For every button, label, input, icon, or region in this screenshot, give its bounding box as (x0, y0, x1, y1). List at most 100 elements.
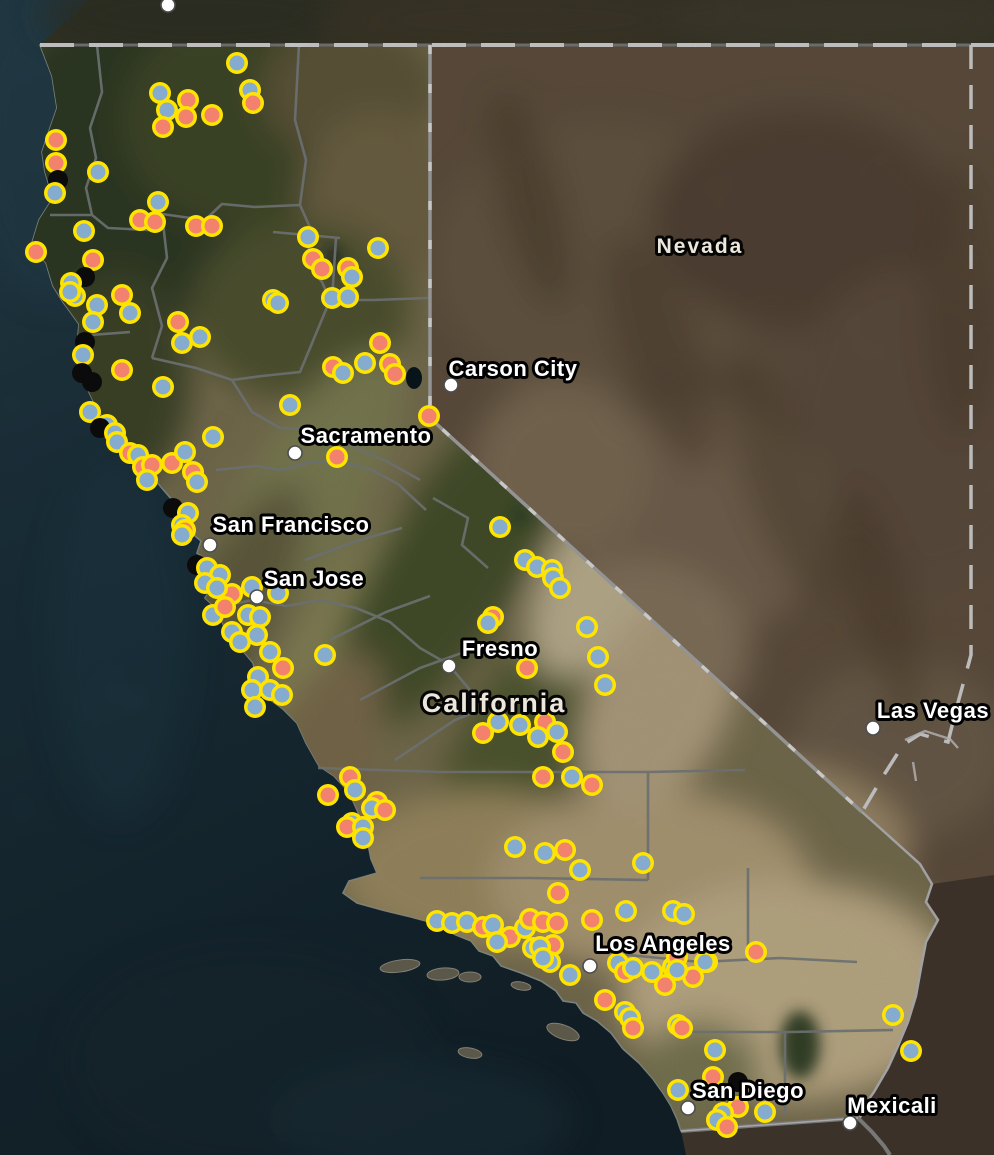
map-marker-blue[interactable] (271, 684, 293, 706)
map-marker-blue[interactable] (666, 959, 688, 981)
map-marker-blue[interactable] (882, 1004, 904, 1026)
map-marker-blue[interactable] (79, 401, 101, 423)
map-marker-blue[interactable] (186, 471, 208, 493)
map-marker-salmon[interactable] (144, 211, 166, 233)
map-marker-salmon[interactable] (25, 241, 47, 263)
map-marker-salmon[interactable] (547, 882, 569, 904)
map-marker-blue[interactable] (673, 903, 695, 925)
map-marker-blue[interactable] (241, 679, 263, 701)
map-marker-blue[interactable] (534, 842, 556, 864)
map-marker-blue[interactable] (344, 779, 366, 801)
map-marker-blue[interactable] (206, 577, 228, 599)
map-marker-blue[interactable] (314, 644, 336, 666)
map-marker-salmon[interactable] (554, 839, 576, 861)
map-marker-blue[interactable] (549, 577, 571, 599)
map-marker-salmon[interactable] (418, 405, 440, 427)
map-marker-salmon[interactable] (175, 106, 197, 128)
map-marker-blue[interactable] (632, 852, 654, 874)
map-marker-blue[interactable] (73, 220, 95, 242)
map-marker-salmon[interactable] (311, 258, 333, 280)
map-marker-blue[interactable] (332, 362, 354, 384)
map-marker-blue[interactable] (337, 286, 359, 308)
map-marker-blue[interactable] (704, 1039, 726, 1061)
map-marker-blue[interactable] (667, 1079, 689, 1101)
map-marker-blue[interactable] (152, 376, 174, 398)
map-marker-blue[interactable] (352, 827, 374, 849)
map-marker-salmon[interactable] (317, 784, 339, 806)
map-marker-blue[interactable] (149, 82, 171, 104)
map-marker-blue[interactable] (321, 287, 343, 309)
map-marker-salmon[interactable] (546, 912, 568, 934)
map-marker-blue[interactable] (202, 426, 224, 448)
map-marker-blue[interactable] (569, 859, 591, 881)
map-marker-salmon[interactable] (272, 657, 294, 679)
map-marker-salmon[interactable] (716, 1116, 738, 1138)
map-marker-salmon[interactable] (369, 332, 391, 354)
map-marker-blue[interactable] (354, 352, 376, 374)
map-marker-blue[interactable] (136, 469, 158, 491)
map-marker-salmon[interactable] (167, 311, 189, 333)
map-marker-black[interactable] (728, 1072, 748, 1092)
map-marker-salmon[interactable] (532, 766, 554, 788)
map-marker-salmon[interactable] (45, 152, 67, 174)
map-marker-blue[interactable] (244, 696, 266, 718)
map-marker-blue[interactable] (171, 332, 193, 354)
map-marker-blue[interactable] (72, 344, 94, 366)
map-marker-blue[interactable] (487, 711, 509, 733)
map-marker-blue[interactable] (587, 646, 609, 668)
map-marker-salmon[interactable] (152, 116, 174, 138)
map-marker-blue[interactable] (527, 726, 549, 748)
map-marker-salmon[interactable] (552, 741, 574, 763)
map-marker-salmon[interactable] (201, 215, 223, 237)
map-marker-salmon[interactable] (622, 1017, 644, 1039)
map-marker-blue[interactable] (147, 191, 169, 213)
map-marker-blue[interactable] (259, 641, 281, 663)
map-marker-salmon[interactable] (516, 657, 538, 679)
map-marker-salmon[interactable] (214, 596, 236, 618)
map-marker-blue[interactable] (279, 394, 301, 416)
map-marker-salmon[interactable] (581, 774, 603, 796)
map-marker-blue[interactable] (341, 266, 363, 288)
map-marker-salmon[interactable] (384, 363, 406, 385)
map-marker-blue[interactable] (559, 964, 581, 986)
map-marker-blue[interactable] (594, 674, 616, 696)
map-marker-salmon[interactable] (594, 989, 616, 1011)
map-marker-blue[interactable] (546, 721, 568, 743)
map-marker-salmon[interactable] (671, 1017, 693, 1039)
map-marker-salmon[interactable] (336, 816, 358, 838)
map-marker-blue[interactable] (174, 441, 196, 463)
map-marker-salmon[interactable] (326, 446, 348, 468)
map-marker-blue[interactable] (171, 524, 193, 546)
map-marker-blue[interactable] (576, 616, 598, 638)
map-marker-blue[interactable] (267, 582, 289, 604)
map-marker-blue[interactable] (156, 99, 178, 121)
map-marker-blue[interactable] (44, 182, 66, 204)
map-marker-blue[interactable] (86, 294, 108, 316)
map-marker-blue[interactable] (486, 931, 508, 953)
map-marker-salmon[interactable] (654, 974, 676, 996)
map-marker-blue[interactable] (119, 302, 141, 324)
map-marker-salmon[interactable] (201, 104, 223, 126)
map-marker-salmon[interactable] (82, 249, 104, 271)
map-marker-blue[interactable] (87, 161, 109, 183)
map-marker-blue[interactable] (561, 766, 583, 788)
map-marker-salmon[interactable] (177, 89, 199, 111)
map-marker-blue[interactable] (615, 900, 637, 922)
map-marker-blue[interactable] (189, 326, 211, 348)
map-marker-blue[interactable] (622, 957, 644, 979)
map-marker-blue[interactable] (59, 281, 81, 303)
map-marker-salmon[interactable] (111, 284, 133, 306)
map-marker-salmon[interactable] (45, 129, 67, 151)
map-marker-blue[interactable] (297, 226, 319, 248)
map-marker-black[interactable] (82, 372, 102, 392)
map-marker-blue[interactable] (367, 237, 389, 259)
map-marker-blue[interactable] (267, 292, 289, 314)
map-marker-blue[interactable] (504, 836, 526, 858)
map-marker-blue[interactable] (229, 631, 251, 653)
map-marker-blue[interactable] (249, 606, 271, 628)
map-marker-salmon[interactable] (185, 215, 207, 237)
map-marker-blue[interactable] (900, 1040, 922, 1062)
map-marker-blue[interactable] (532, 947, 554, 969)
